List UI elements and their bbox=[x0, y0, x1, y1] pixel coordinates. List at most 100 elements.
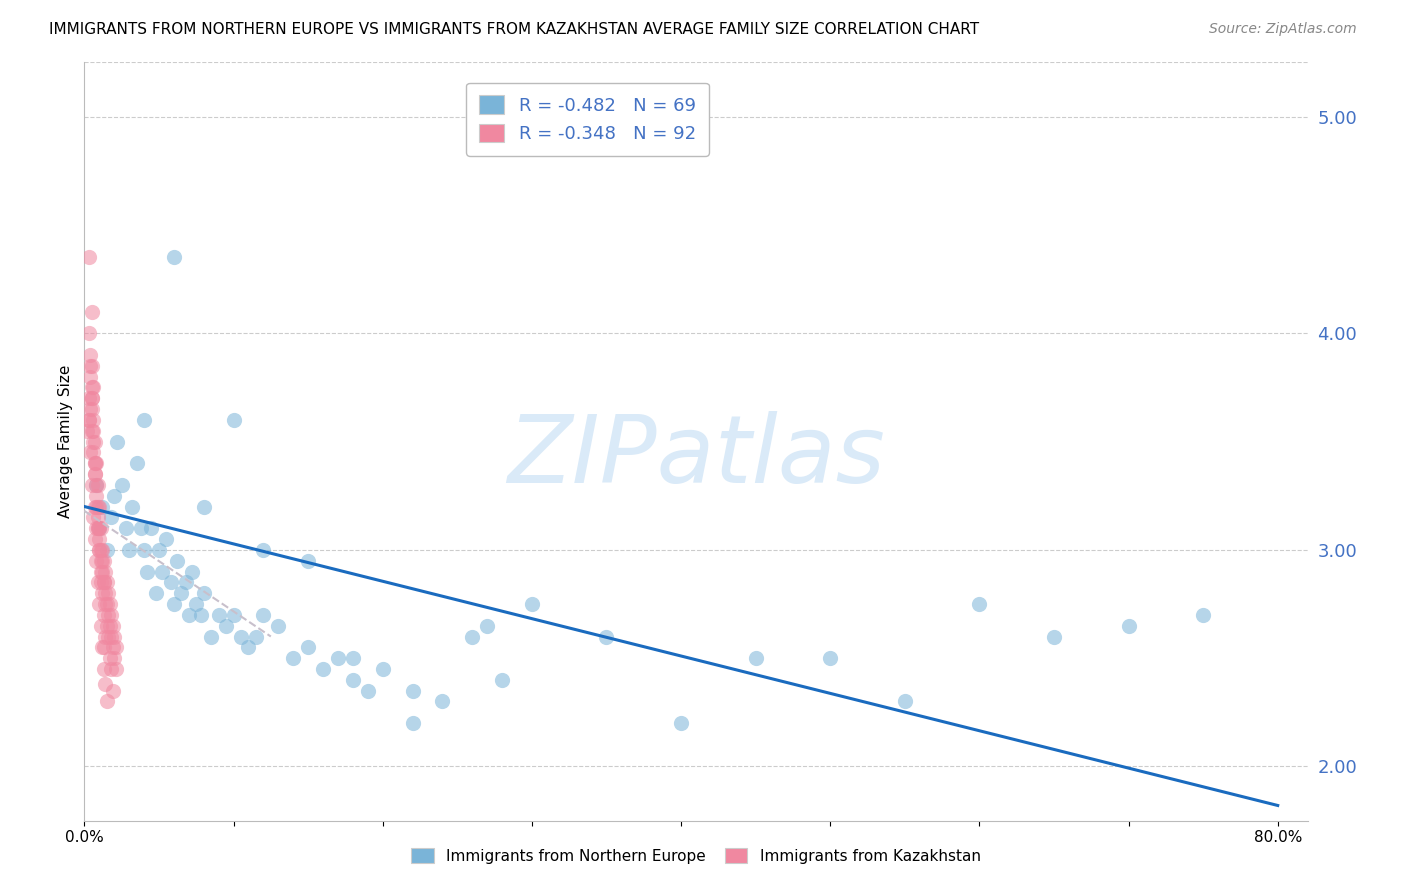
Point bbox=[193, 500, 215, 514]
Point bbox=[103, 630, 125, 644]
Point bbox=[90, 554, 112, 568]
Point bbox=[77, 251, 100, 265]
Point bbox=[80, 424, 103, 438]
Point bbox=[283, 651, 305, 665]
Point bbox=[93, 554, 115, 568]
Point bbox=[91, 640, 114, 655]
Point bbox=[326, 651, 349, 665]
Point bbox=[312, 662, 335, 676]
Point bbox=[87, 575, 110, 590]
Point bbox=[475, 618, 498, 632]
Point bbox=[595, 630, 617, 644]
Point bbox=[82, 424, 104, 438]
Point bbox=[83, 456, 105, 470]
Point bbox=[90, 521, 112, 535]
Point bbox=[84, 521, 107, 535]
Point bbox=[87, 510, 110, 524]
Point bbox=[80, 359, 103, 373]
Point bbox=[82, 510, 104, 524]
Point bbox=[129, 521, 152, 535]
Point bbox=[105, 434, 128, 449]
Point bbox=[190, 607, 212, 622]
Point bbox=[969, 597, 991, 611]
Point bbox=[174, 575, 197, 590]
Point bbox=[84, 489, 107, 503]
Point bbox=[222, 413, 245, 427]
Point bbox=[79, 445, 101, 459]
Point bbox=[111, 478, 134, 492]
Point bbox=[97, 607, 120, 622]
Point bbox=[93, 607, 115, 622]
Point bbox=[98, 597, 121, 611]
Point bbox=[96, 694, 118, 708]
Point bbox=[94, 630, 117, 644]
Point bbox=[90, 542, 112, 557]
Point bbox=[94, 565, 117, 579]
Point bbox=[87, 500, 110, 514]
Point bbox=[163, 597, 186, 611]
Point bbox=[94, 597, 117, 611]
Point bbox=[97, 630, 120, 644]
Point bbox=[91, 542, 114, 557]
Point bbox=[200, 630, 222, 644]
Point bbox=[432, 694, 454, 708]
Point bbox=[104, 662, 127, 676]
Point bbox=[84, 478, 107, 492]
Point bbox=[100, 630, 122, 644]
Point bbox=[83, 532, 105, 546]
Point bbox=[93, 662, 115, 676]
Point bbox=[101, 640, 124, 655]
Point bbox=[669, 716, 692, 731]
Point bbox=[93, 640, 115, 655]
Point bbox=[177, 607, 200, 622]
Point bbox=[297, 640, 319, 655]
Point bbox=[84, 478, 107, 492]
Point bbox=[101, 683, 124, 698]
Point bbox=[84, 456, 107, 470]
Point bbox=[145, 586, 167, 600]
Point bbox=[90, 618, 112, 632]
Point bbox=[115, 521, 138, 535]
Point bbox=[89, 500, 111, 514]
Point bbox=[77, 391, 100, 405]
Y-axis label: Average Family Size: Average Family Size bbox=[58, 365, 73, 518]
Point bbox=[83, 467, 105, 481]
Point bbox=[342, 673, 364, 687]
Point bbox=[79, 369, 101, 384]
Point bbox=[136, 565, 159, 579]
Point bbox=[342, 651, 364, 665]
Point bbox=[100, 510, 122, 524]
Point bbox=[1118, 618, 1140, 632]
Point bbox=[80, 391, 103, 405]
Point bbox=[77, 413, 100, 427]
Point bbox=[894, 694, 917, 708]
Point bbox=[118, 542, 141, 557]
Point bbox=[238, 640, 260, 655]
Point bbox=[215, 618, 238, 632]
Point bbox=[77, 413, 100, 427]
Point bbox=[132, 542, 155, 557]
Point bbox=[77, 326, 100, 341]
Point bbox=[297, 554, 319, 568]
Point bbox=[818, 651, 841, 665]
Point bbox=[98, 651, 121, 665]
Point bbox=[76, 424, 98, 438]
Point bbox=[491, 673, 513, 687]
Point bbox=[100, 662, 122, 676]
Point bbox=[744, 651, 766, 665]
Point bbox=[160, 575, 183, 590]
Point bbox=[82, 434, 104, 449]
Point bbox=[180, 565, 202, 579]
Point bbox=[96, 542, 118, 557]
Point bbox=[91, 500, 114, 514]
Point bbox=[148, 542, 170, 557]
Legend: Immigrants from Northern Europe, Immigrants from Kazakhstan: Immigrants from Northern Europe, Immigra… bbox=[405, 842, 987, 870]
Point bbox=[93, 575, 115, 590]
Point bbox=[357, 683, 380, 698]
Point bbox=[83, 500, 105, 514]
Point bbox=[87, 521, 110, 535]
Point bbox=[155, 532, 177, 546]
Point bbox=[97, 586, 120, 600]
Text: IMMIGRANTS FROM NORTHERN EUROPE VS IMMIGRANTS FROM KAZAKHSTAN AVERAGE FAMILY SIZ: IMMIGRANTS FROM NORTHERN EUROPE VS IMMIG… bbox=[49, 22, 980, 37]
Point bbox=[163, 251, 186, 265]
